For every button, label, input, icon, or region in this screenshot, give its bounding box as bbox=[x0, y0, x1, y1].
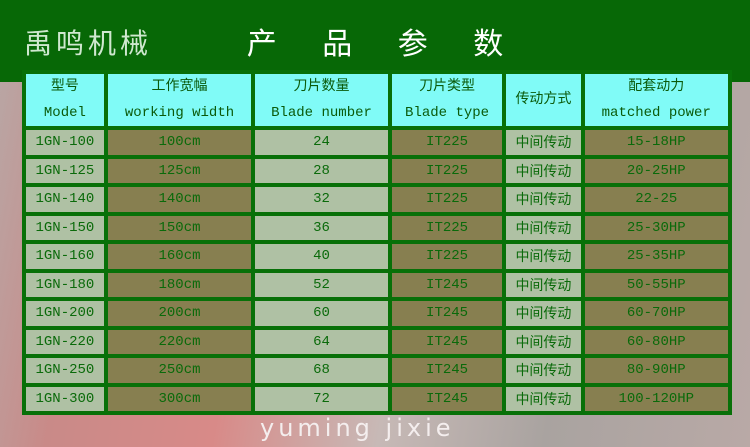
table-cell: 64 bbox=[251, 325, 392, 358]
table-cell: 中间传动 bbox=[502, 154, 585, 187]
table-cell: IT225 bbox=[387, 154, 507, 187]
header-cn: 传动方式 bbox=[515, 92, 572, 108]
table-row: 1GN-250 250cm 68 IT245 中间传动 80-90HP bbox=[22, 354, 733, 387]
watermark-en: yuming jixie bbox=[260, 414, 455, 442]
spec-table: 型号 Model 工作宽幅 working width 刀片数量 Blade number… bbox=[22, 70, 733, 415]
table-cell: 中间传动 bbox=[502, 297, 585, 330]
header-en: Model bbox=[43, 105, 86, 121]
table-cell: IT225 bbox=[387, 240, 507, 273]
title-banner: 产 品 参 数 bbox=[0, 0, 750, 82]
column-header: 传动方式 bbox=[502, 70, 585, 130]
table-row: 1GN-180 180cm 52 IT245 中间传动 50-55HP bbox=[22, 268, 733, 301]
table-cell: 150cm bbox=[103, 211, 256, 244]
table-cell: 28 bbox=[251, 154, 392, 187]
table-cell: 1GN-150 bbox=[22, 211, 108, 244]
table-cell: 1GN-160 bbox=[22, 240, 108, 273]
table-row: 1GN-125 125cm 28 IT225 中间传动 20-25HP bbox=[22, 154, 733, 187]
header-cn: 配套动力 bbox=[628, 79, 685, 95]
table-cell: 60-70HP bbox=[580, 297, 733, 330]
table-row: 1GN-160 160cm 40 IT225 中间传动 25-35HP bbox=[22, 240, 733, 273]
table-cell: 15-18HP bbox=[580, 126, 733, 159]
header-en: working width bbox=[124, 105, 235, 121]
table-cell: 中间传动 bbox=[502, 183, 585, 216]
header-en: matched power bbox=[601, 105, 711, 121]
column-header: 刀片类型 Blade type bbox=[387, 70, 507, 130]
table-row: 1GN-150 150cm 36 IT225 中间传动 25-30HP bbox=[22, 211, 733, 244]
table-cell: 60 bbox=[251, 297, 392, 330]
table-cell: IT225 bbox=[387, 211, 507, 244]
table-cell: 80-90HP bbox=[580, 354, 733, 387]
table-cell: 中间传动 bbox=[502, 382, 585, 415]
table-cell: 60-80HP bbox=[580, 325, 733, 358]
table-cell: 中间传动 bbox=[502, 126, 585, 159]
table-cell: IT245 bbox=[387, 354, 507, 387]
table-cell: 200cm bbox=[103, 297, 256, 330]
header-cn: 工作宽幅 bbox=[151, 79, 208, 95]
header-en: Blade type bbox=[405, 105, 490, 121]
page-title: 产 品 参 数 bbox=[246, 27, 522, 62]
table-cell: 1GN-140 bbox=[22, 183, 108, 216]
header-cn: 刀片类型 bbox=[419, 79, 476, 95]
table-cell: 72 bbox=[251, 382, 392, 415]
table-cell: 1GN-200 bbox=[22, 297, 108, 330]
column-header: 配套动力 matched power bbox=[580, 70, 733, 130]
table-cell: 36 bbox=[251, 211, 392, 244]
table-cell: IT225 bbox=[387, 126, 507, 159]
table-cell: 25-35HP bbox=[580, 240, 733, 273]
table-row: 1GN-220 220cm 64 IT245 中间传动 60-80HP bbox=[22, 325, 733, 358]
table-cell: 中间传动 bbox=[502, 268, 585, 301]
table-cell: 220cm bbox=[103, 325, 256, 358]
table-cell: 140cm bbox=[103, 183, 256, 216]
table-cell: 中间传动 bbox=[502, 240, 585, 273]
header-en: Blade number bbox=[271, 105, 372, 121]
table-cell: 1GN-125 bbox=[22, 154, 108, 187]
table-cell: 180cm bbox=[103, 268, 256, 301]
table-cell: 1GN-250 bbox=[22, 354, 108, 387]
table-cell: 250cm bbox=[103, 354, 256, 387]
table-cell: IT245 bbox=[387, 325, 507, 358]
table-cell: IT245 bbox=[387, 268, 507, 301]
column-header: 工作宽幅 working width bbox=[103, 70, 256, 130]
header-cn: 型号 bbox=[50, 79, 79, 95]
table-cell: 160cm bbox=[103, 240, 256, 273]
table-cell: 中间传动 bbox=[502, 211, 585, 244]
table-cell: 32 bbox=[251, 183, 392, 216]
table-cell: 68 bbox=[251, 354, 392, 387]
table-cell: 125cm bbox=[103, 154, 256, 187]
watermark-cn: 禹鸣机械 bbox=[24, 27, 153, 60]
table-cell: 1GN-180 bbox=[22, 268, 108, 301]
table-cell: IT245 bbox=[387, 382, 507, 415]
table-cell: 50-55HP bbox=[580, 268, 733, 301]
column-header: 型号 Model bbox=[22, 70, 108, 130]
table-cell: 1GN-100 bbox=[22, 126, 108, 159]
table-cell: 300cm bbox=[103, 382, 256, 415]
table-cell: 1GN-220 bbox=[22, 325, 108, 358]
table-cell: 24 bbox=[251, 126, 392, 159]
table-row: 1GN-300 300cm 72 IT245 中间传动 100-120HP bbox=[22, 382, 733, 415]
table-cell: 20-25HP bbox=[580, 154, 733, 187]
header-cn: 刀片数量 bbox=[293, 79, 350, 95]
table-cell: 52 bbox=[251, 268, 392, 301]
table-cell: 40 bbox=[251, 240, 392, 273]
table-cell: 100-120HP bbox=[580, 382, 733, 415]
table-cell: 中间传动 bbox=[502, 354, 585, 387]
column-header: 刀片数量 Blade number bbox=[251, 70, 392, 130]
table-cell: IT225 bbox=[387, 183, 507, 216]
table-cell: 中间传动 bbox=[502, 325, 585, 358]
table-row: 1GN-140 140cm 32 IT225 中间传动 22-25 bbox=[22, 183, 733, 216]
table-cell: 1GN-300 bbox=[22, 382, 108, 415]
table-row: 1GN-100 100cm 24 IT225 中间传动 15-18HP bbox=[22, 126, 733, 159]
table-cell: 100cm bbox=[103, 126, 256, 159]
table-cell: IT245 bbox=[387, 297, 507, 330]
table-cell: 22-25 bbox=[580, 183, 733, 216]
table-row: 1GN-200 200cm 60 IT245 中间传动 60-70HP bbox=[22, 297, 733, 330]
table-cell: 25-30HP bbox=[580, 211, 733, 244]
